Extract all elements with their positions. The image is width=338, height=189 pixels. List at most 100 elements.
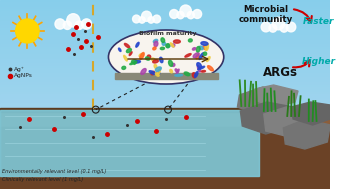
Ellipse shape bbox=[192, 73, 196, 78]
Bar bbox=[0, 82, 330, 85]
Bar bbox=[0, 103, 330, 106]
Ellipse shape bbox=[134, 61, 137, 64]
Circle shape bbox=[63, 21, 72, 29]
Bar bbox=[0, 165, 330, 168]
Bar bbox=[0, 120, 330, 123]
Ellipse shape bbox=[140, 53, 144, 59]
Circle shape bbox=[280, 24, 288, 32]
Ellipse shape bbox=[155, 67, 161, 71]
Bar bbox=[0, 35, 330, 38]
Bar bbox=[0, 125, 330, 128]
Bar bbox=[0, 11, 330, 14]
Bar bbox=[115, 73, 218, 79]
Bar bbox=[0, 66, 330, 69]
Circle shape bbox=[153, 15, 161, 23]
Bar bbox=[0, 2, 330, 5]
Bar bbox=[0, 14, 330, 17]
Circle shape bbox=[193, 9, 202, 19]
Bar bbox=[0, 148, 330, 151]
Ellipse shape bbox=[108, 30, 224, 84]
Polygon shape bbox=[264, 107, 311, 136]
Ellipse shape bbox=[173, 40, 180, 43]
Ellipse shape bbox=[119, 48, 121, 51]
Ellipse shape bbox=[199, 46, 203, 50]
Bar bbox=[0, 47, 330, 50]
Ellipse shape bbox=[195, 72, 198, 77]
Ellipse shape bbox=[157, 69, 161, 75]
Bar bbox=[0, 59, 330, 61]
Ellipse shape bbox=[162, 42, 166, 45]
Bar bbox=[0, 75, 330, 78]
Ellipse shape bbox=[131, 60, 137, 63]
Bar bbox=[0, 153, 330, 156]
Ellipse shape bbox=[122, 66, 126, 69]
Bar bbox=[0, 163, 330, 165]
Text: Higher: Higher bbox=[301, 57, 336, 66]
Bar bbox=[0, 73, 330, 76]
Ellipse shape bbox=[129, 52, 132, 56]
Bar bbox=[0, 96, 330, 99]
Circle shape bbox=[180, 5, 191, 17]
Ellipse shape bbox=[160, 47, 165, 50]
Ellipse shape bbox=[149, 71, 155, 74]
Bar bbox=[0, 155, 330, 158]
Bar bbox=[0, 141, 330, 144]
Bar bbox=[0, 127, 330, 189]
Polygon shape bbox=[240, 102, 293, 134]
Ellipse shape bbox=[172, 63, 175, 66]
Bar bbox=[0, 134, 330, 137]
Bar bbox=[0, 0, 330, 2]
Ellipse shape bbox=[201, 42, 208, 45]
Bar bbox=[0, 77, 330, 80]
Bar bbox=[0, 160, 330, 163]
Ellipse shape bbox=[126, 49, 131, 53]
Text: Microbial
community: Microbial community bbox=[239, 5, 293, 24]
Bar bbox=[0, 132, 330, 135]
Bar bbox=[0, 108, 330, 111]
Ellipse shape bbox=[151, 58, 155, 61]
Ellipse shape bbox=[176, 69, 179, 74]
Polygon shape bbox=[237, 87, 288, 116]
Bar bbox=[0, 70, 330, 73]
Ellipse shape bbox=[208, 66, 213, 71]
Bar bbox=[0, 92, 330, 94]
Ellipse shape bbox=[153, 47, 156, 50]
Bar bbox=[0, 87, 330, 90]
Bar bbox=[0, 30, 330, 33]
Ellipse shape bbox=[207, 57, 210, 61]
Ellipse shape bbox=[147, 55, 151, 59]
Ellipse shape bbox=[197, 63, 201, 68]
Bar bbox=[0, 94, 330, 97]
Bar bbox=[0, 68, 330, 71]
Circle shape bbox=[81, 19, 92, 29]
Ellipse shape bbox=[175, 74, 183, 76]
Ellipse shape bbox=[175, 69, 178, 72]
Ellipse shape bbox=[205, 43, 209, 50]
Ellipse shape bbox=[197, 65, 200, 72]
Ellipse shape bbox=[193, 53, 199, 58]
Bar bbox=[0, 129, 330, 132]
Bar bbox=[0, 108, 330, 112]
Bar bbox=[0, 99, 330, 102]
Ellipse shape bbox=[201, 70, 206, 72]
Bar bbox=[0, 111, 330, 113]
Ellipse shape bbox=[196, 46, 200, 52]
Ellipse shape bbox=[136, 42, 139, 47]
Circle shape bbox=[148, 17, 154, 23]
Ellipse shape bbox=[203, 52, 207, 55]
Ellipse shape bbox=[185, 54, 191, 57]
Circle shape bbox=[75, 21, 83, 29]
Bar bbox=[0, 26, 330, 28]
Bar bbox=[0, 144, 330, 146]
Bar bbox=[0, 80, 330, 83]
Bar bbox=[0, 167, 330, 170]
Circle shape bbox=[142, 11, 151, 21]
Bar bbox=[0, 139, 330, 142]
Bar bbox=[0, 84, 330, 87]
Ellipse shape bbox=[154, 64, 157, 69]
Bar bbox=[0, 174, 330, 177]
Circle shape bbox=[139, 17, 145, 23]
Bar bbox=[0, 110, 259, 176]
Circle shape bbox=[177, 11, 184, 19]
Bar bbox=[0, 115, 330, 118]
